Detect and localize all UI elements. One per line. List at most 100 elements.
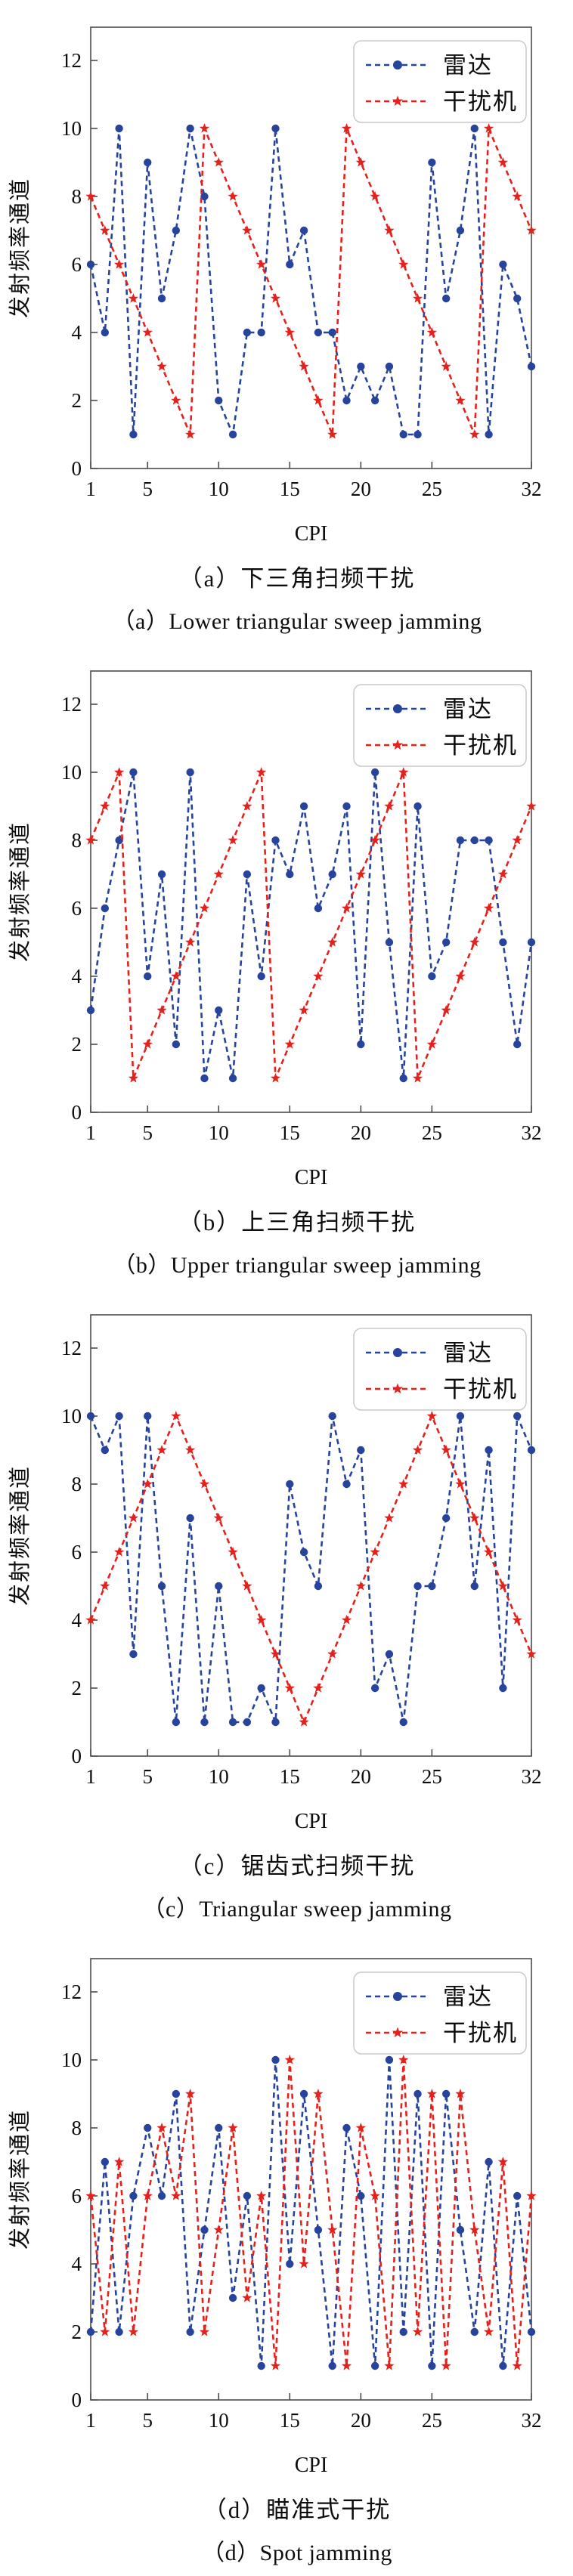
radar-point-marker [286,1480,294,1489]
radar-point-marker [271,2055,280,2064]
x-tick-label: 20 [351,1121,371,1144]
series-jammer [85,123,537,439]
jammer-point-marker [156,361,167,371]
y-tick-label: 4 [72,321,82,344]
jammer-point-marker [455,971,466,981]
radar-point-marker [470,2327,479,2336]
radar-point-marker [271,1718,280,1727]
y-axis: 0 2 4 6 8 10 12 [61,693,98,1124]
radar-point-marker [186,124,194,133]
jammer-point-marker [355,2123,366,2132]
radar-point-marker [499,2361,507,2370]
radar-point-marker [215,1006,223,1015]
radar-point-marker [428,1582,436,1591]
jammer-point-marker [398,1479,409,1489]
series-line [89,2059,533,2367]
radar-point-marker [399,1718,407,1727]
y-tick-label: 10 [61,761,82,784]
radar-point-marker [499,1684,507,1693]
x-tick-label: 15 [280,2409,300,2432]
x-tick-label: 25 [422,478,442,500]
y-tick-label: 8 [72,1473,82,1495]
jammer-point-marker [426,1039,438,1049]
x-tick-label: 1 [85,2409,96,2432]
jammer-point-marker [184,429,196,439]
radar-point-marker [115,1412,123,1421]
radar-point-marker [357,1040,365,1049]
jammer-point-marker [483,2327,494,2336]
jammer-point-marker [142,327,153,337]
jammer-point-marker [355,157,366,167]
jammer-point-marker [242,2293,252,2302]
caption-zh-a: （a）下三角扫频干扰 [178,565,416,592]
jammer-point-marker [384,801,395,811]
jammer-point-marker [327,937,338,947]
radar-point-marker [385,938,394,947]
jammer-point-marker [128,2327,139,2336]
radar-point-marker [228,430,237,439]
jammer-point-marker [142,1479,153,1489]
radar-point-marker [101,2157,110,2166]
x-axis: 1 5 10 15 20 25 32 [85,1749,542,1788]
y-tick-label: 2 [72,2321,82,2343]
jammer-point-marker [384,225,395,235]
radar-point-marker [86,2327,95,2336]
radar-point-marker [215,1582,223,1591]
radar-point-marker [271,124,280,133]
jammer-point-marker [426,327,438,337]
jammer-point-marker [426,1411,438,1421]
radar-point-marker [428,158,436,167]
y-tick-label: 10 [61,1405,82,1427]
x-tick-label: 10 [209,2409,229,2432]
y-tick-label: 2 [72,389,82,412]
radar-point-marker [485,1446,493,1455]
panel-d: 0 2 4 6 8 10 12 1 5 10 15 20 25 32 CPI 发射频率通道 雷达 干扰机 （d）瞄… [0,1931,573,2576]
y-tick-label: 8 [72,185,82,208]
jammer-point-marker [370,835,380,845]
radar-point-marker [456,2225,465,2234]
radar-point-marker [243,870,252,879]
radar-point-marker [342,2123,351,2132]
jammer-point-marker [398,2055,409,2064]
series-jammer [85,2055,537,2370]
legend-label: 干扰机 [443,2020,518,2046]
radar-point-marker [144,158,152,167]
jammer-point-marker [497,2157,509,2166]
radar-point-marker [314,2225,323,2234]
radar-point-marker [172,226,181,235]
x-tick-label: 15 [280,478,300,500]
radar-point-marker [299,2089,308,2098]
radar-point-marker [370,396,379,405]
jammer-point-marker [213,869,224,879]
radar-point-marker [200,2225,209,2234]
jammer-point-marker [128,1073,139,1083]
radar-point-marker [328,328,336,337]
radar-point-marker [413,1582,422,1591]
jammer-point-marker [497,1581,509,1591]
radar-point-marker [129,430,138,439]
jammer-point-marker [526,1649,537,1659]
radar-point-marker [413,430,422,439]
jammer-point-marker [171,2191,181,2200]
jammer-point-marker [270,2361,281,2370]
y-axis: 0 2 4 6 8 10 12 [61,49,98,480]
jammer-point-marker [113,259,125,269]
jammer-point-marker [100,1581,110,1591]
jammer-point-marker [171,395,181,405]
legend-label: 干扰机 [443,88,518,115]
radar-point-marker [370,2361,379,2370]
jammer-point-marker [228,191,238,201]
jammer-point-marker [242,225,252,235]
radar-point-marker [299,802,308,811]
radar-point-marker [299,1548,308,1557]
jammer-point-marker [100,2327,110,2336]
radar-point-marker [215,2123,223,2132]
jammer-point-marker [113,767,125,777]
radar-point-marker [385,1650,394,1659]
radar-point-marker [485,2157,493,2166]
radar-point-marker [243,2191,252,2200]
jammer-point-marker [213,157,224,167]
radar-point-marker [513,1412,522,1421]
